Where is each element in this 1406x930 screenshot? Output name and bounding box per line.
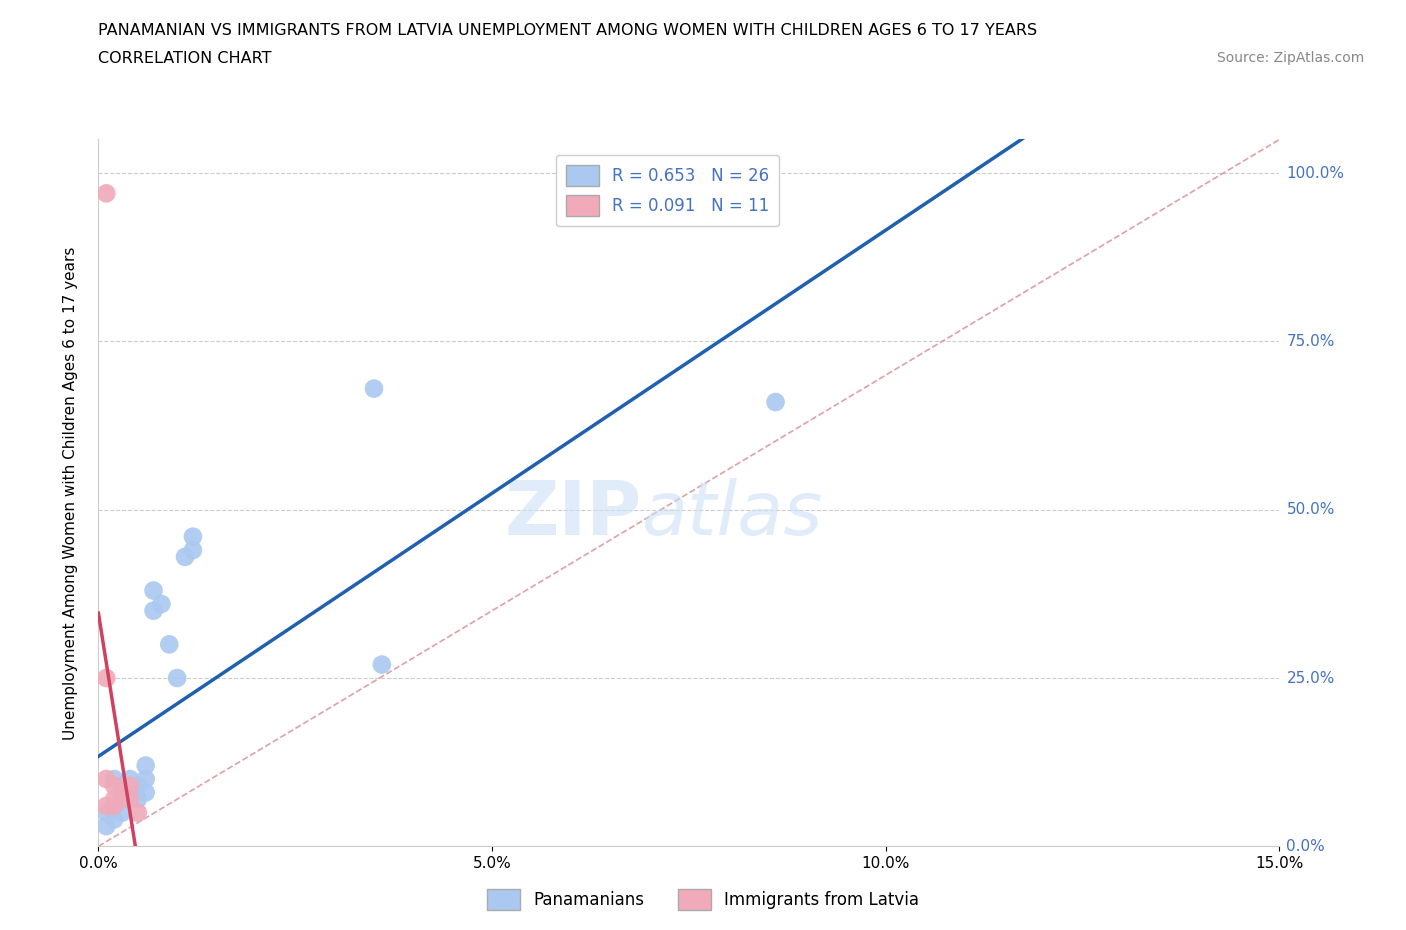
Point bbox=[96, 772, 118, 787]
Point bbox=[96, 671, 118, 685]
Text: ZIP: ZIP bbox=[505, 478, 641, 551]
Point bbox=[103, 791, 125, 806]
Point bbox=[118, 772, 141, 787]
Point bbox=[174, 550, 197, 565]
Text: PANAMANIAN VS IMMIGRANTS FROM LATVIA UNEMPLOYMENT AMONG WOMEN WITH CHILDREN AGES: PANAMANIAN VS IMMIGRANTS FROM LATVIA UNE… bbox=[98, 23, 1038, 38]
Point bbox=[127, 778, 149, 793]
Legend: Panamanians, Immigrants from Latvia: Panamanians, Immigrants from Latvia bbox=[479, 883, 927, 917]
Point bbox=[103, 799, 125, 814]
Point bbox=[111, 791, 134, 806]
Point bbox=[142, 583, 165, 598]
Text: Source: ZipAtlas.com: Source: ZipAtlas.com bbox=[1216, 51, 1364, 65]
Text: 50.0%: 50.0% bbox=[1286, 502, 1334, 517]
Point bbox=[127, 805, 149, 820]
Point bbox=[103, 812, 125, 827]
Point bbox=[111, 778, 134, 793]
Text: atlas: atlas bbox=[641, 478, 823, 551]
Text: 100.0%: 100.0% bbox=[1286, 166, 1344, 180]
Point bbox=[127, 791, 149, 806]
Point bbox=[181, 529, 204, 544]
Point bbox=[150, 596, 173, 611]
Point bbox=[103, 799, 125, 814]
Point bbox=[166, 671, 188, 685]
Y-axis label: Unemployment Among Women with Children Ages 6 to 17 years: Unemployment Among Women with Children A… bbox=[63, 246, 77, 739]
Point bbox=[371, 658, 394, 672]
Point bbox=[142, 604, 165, 618]
Point bbox=[765, 394, 787, 409]
Point bbox=[157, 637, 180, 652]
Text: CORRELATION CHART: CORRELATION CHART bbox=[98, 51, 271, 66]
Point bbox=[135, 758, 157, 773]
Point bbox=[363, 381, 385, 396]
Text: 75.0%: 75.0% bbox=[1286, 334, 1334, 349]
Point bbox=[96, 805, 118, 820]
Point bbox=[96, 799, 118, 814]
Text: 25.0%: 25.0% bbox=[1286, 671, 1334, 685]
Point bbox=[181, 543, 204, 558]
Point bbox=[103, 778, 125, 793]
Legend: R = 0.653   N = 26, R = 0.091   N = 11: R = 0.653 N = 26, R = 0.091 N = 11 bbox=[555, 155, 779, 226]
Point bbox=[118, 778, 141, 793]
Point bbox=[96, 186, 118, 201]
Point bbox=[118, 785, 141, 800]
Point bbox=[135, 772, 157, 787]
Point bbox=[103, 772, 125, 787]
Point bbox=[111, 785, 134, 800]
Point bbox=[96, 818, 118, 833]
Point bbox=[111, 805, 134, 820]
Point bbox=[135, 785, 157, 800]
Point bbox=[118, 791, 141, 806]
Text: 0.0%: 0.0% bbox=[1286, 839, 1324, 854]
